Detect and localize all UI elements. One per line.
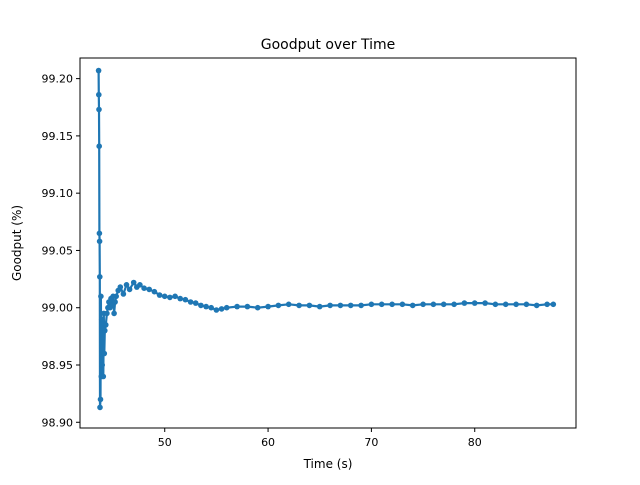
data-point — [96, 230, 103, 237]
data-point — [117, 284, 124, 290]
x-axis: 50 60 70 80 — [158, 428, 482, 449]
y-tick-label: 99.20 — [42, 73, 74, 86]
data-point — [104, 310, 110, 317]
data-point — [187, 299, 194, 305]
data-point — [198, 302, 204, 309]
data-point — [327, 302, 333, 309]
data-point — [544, 301, 550, 308]
data-point — [141, 285, 147, 292]
plot-area — [95, 67, 557, 411]
data-point — [103, 322, 109, 328]
data-point — [347, 302, 354, 309]
chart-title: Goodput over Time — [261, 37, 396, 53]
data-point — [389, 301, 395, 308]
y-axis: 98.90 98.95 99.00 99.05 99.10 99.15 99.20 — [42, 73, 80, 429]
data-point — [275, 302, 282, 309]
data-point — [208, 304, 214, 311]
data-point — [96, 91, 102, 98]
data-point — [218, 306, 225, 312]
data-point — [112, 299, 118, 305]
data-point — [316, 303, 323, 310]
data-point — [513, 301, 519, 308]
data-point — [265, 303, 271, 310]
data-point — [451, 301, 457, 308]
data-point — [146, 286, 152, 293]
data-point — [161, 293, 168, 300]
data-point — [100, 373, 107, 380]
data-point — [337, 302, 344, 309]
data-point — [98, 293, 104, 300]
data-point — [523, 301, 530, 308]
x-tick-label: 80 — [468, 436, 482, 449]
data-point — [358, 302, 364, 309]
data-point — [130, 279, 137, 286]
data-point — [430, 301, 437, 308]
y-axis-label: Goodput (%) — [10, 205, 24, 281]
data-point — [97, 274, 103, 280]
data-point — [126, 286, 133, 293]
data-point — [96, 143, 102, 149]
data-point — [156, 292, 163, 298]
data-point — [420, 301, 426, 308]
y-tick-label: 99.00 — [42, 302, 74, 315]
data-point — [492, 301, 499, 308]
x-tick-label: 50 — [158, 436, 172, 449]
data-point — [378, 301, 385, 308]
data-point — [234, 303, 240, 310]
data-point — [113, 293, 119, 300]
axes-frame — [79, 57, 577, 429]
data-point — [137, 282, 143, 288]
y-tick-label: 99.15 — [42, 130, 74, 143]
data-point — [550, 301, 557, 308]
data-point — [461, 300, 468, 306]
y-tick-label: 98.95 — [42, 359, 74, 372]
data-point — [97, 404, 103, 411]
data-point — [223, 304, 230, 311]
data-point — [244, 303, 251, 310]
data-point — [254, 304, 261, 311]
data-point — [151, 288, 158, 295]
data-point — [177, 295, 183, 302]
data-point — [482, 300, 488, 306]
data-point — [101, 350, 108, 357]
data-point — [99, 362, 105, 368]
y-tick-label: 98.90 — [42, 416, 74, 429]
data-point — [533, 302, 540, 309]
data-point — [102, 327, 108, 334]
data-point — [471, 300, 478, 306]
data-point — [440, 301, 447, 308]
data-point — [96, 238, 103, 245]
data-point — [98, 316, 105, 323]
data-point — [502, 301, 509, 308]
data-point — [203, 303, 209, 310]
data-point — [123, 282, 130, 288]
y-tick-label: 99.05 — [42, 244, 74, 257]
data-point — [97, 396, 104, 403]
data-point — [111, 310, 117, 317]
x-axis-label: Time (s) — [303, 457, 353, 471]
x-tick-label: 70 — [364, 436, 378, 449]
data-point — [368, 301, 375, 308]
data-point — [99, 339, 106, 345]
data-point — [96, 106, 102, 113]
data-point — [95, 67, 102, 74]
data-point — [213, 307, 220, 313]
data-point — [167, 294, 173, 301]
y-tick-label: 99.10 — [42, 187, 74, 200]
data-point — [182, 296, 189, 303]
data-point — [409, 302, 416, 309]
data-point — [399, 301, 406, 308]
x-tick-label: 60 — [261, 436, 275, 449]
data-point — [120, 291, 127, 297]
data-point — [285, 301, 292, 308]
data-point — [306, 302, 313, 309]
data-point — [192, 300, 199, 306]
data-point — [172, 293, 178, 300]
data-point — [296, 302, 302, 309]
